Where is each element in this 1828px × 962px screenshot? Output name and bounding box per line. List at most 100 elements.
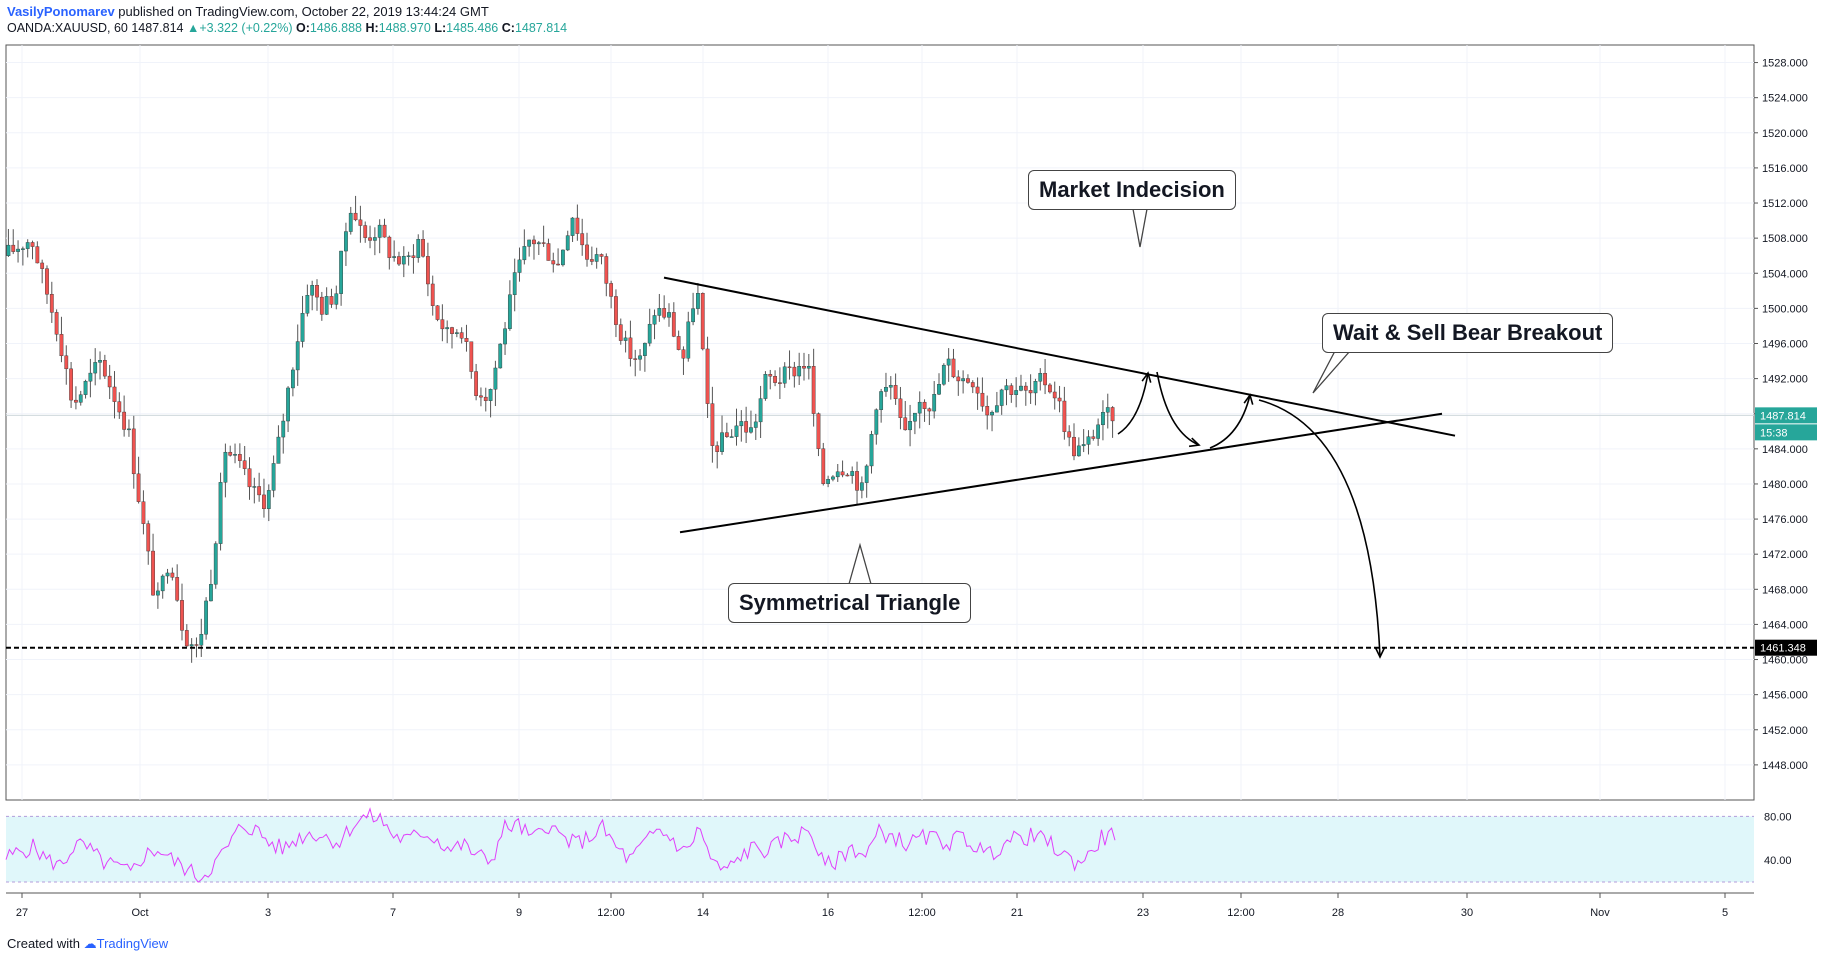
bull-candle	[753, 421, 758, 428]
arrow-head-icon[interactable]	[1374, 647, 1386, 659]
bull-candle	[686, 321, 691, 359]
bear-candle	[681, 349, 686, 359]
bull-candle	[826, 479, 830, 484]
bear-candle	[397, 256, 401, 265]
bear-candle	[426, 256, 430, 285]
bull-candle	[990, 411, 994, 416]
bear-candle	[585, 244, 589, 260]
bear-candle	[1057, 397, 1062, 402]
bear-candle	[541, 242, 546, 244]
price-tick-label: 1480.000	[1762, 479, 1808, 491]
last-price-label-bg	[1755, 407, 1817, 424]
arrow-head-icon[interactable]	[1188, 437, 1201, 448]
arrow-curve-3[interactable]	[1209, 394, 1251, 449]
arrow-curve-4[interactable]	[1258, 399, 1381, 658]
bull-candle	[739, 421, 744, 427]
bear-candle	[170, 572, 175, 578]
bear-candle	[951, 358, 956, 378]
bull-candle	[782, 366, 787, 384]
triangle-lower-trendline[interactable]	[679, 412, 1443, 534]
bear-candle	[840, 471, 845, 476]
bear-candle	[816, 413, 821, 449]
time-axis[interactable]: 27 Oct 3 7 9 12:00 14 16 12:00 21 23 12:00 28 30 Nov 5	[16, 893, 1728, 919]
arrow-curve-2[interactable]	[1156, 371, 1200, 446]
arrow-head-icon[interactable]	[1243, 393, 1254, 405]
bear-candle	[1023, 385, 1028, 391]
tradingview-logo-icon[interactable]: ☁	[83, 936, 97, 951]
bull-candle	[908, 421, 912, 431]
bear-candle	[435, 305, 440, 320]
tradingview-brand[interactable]: TradingView	[96, 936, 169, 951]
bear-candle	[1052, 391, 1057, 399]
bull-candle	[561, 249, 565, 266]
wait-sell-callout[interactable]: Wait & Sell Bear Breakout	[1322, 313, 1614, 353]
bear-candle	[551, 260, 556, 265]
bull-candle	[806, 366, 811, 369]
price-tick-label: 1456.000	[1762, 690, 1808, 702]
time-tick-label: Oct	[131, 907, 148, 919]
bear-candle	[580, 233, 585, 246]
bull-candle	[20, 248, 25, 250]
bear-candle	[821, 448, 826, 484]
time-tick-label: 27	[16, 907, 28, 919]
bear-candle	[893, 385, 898, 400]
up-arrow-icon: ▲	[186, 21, 200, 35]
bear-candle	[469, 341, 474, 372]
bear-candle	[107, 375, 112, 388]
bull-candle	[652, 315, 657, 325]
bull-candle	[527, 239, 532, 247]
bull-candle	[874, 409, 879, 435]
close-label: C:	[501, 21, 515, 35]
bull-candle	[233, 454, 237, 456]
last-price-label: 1487.814	[1760, 410, 1806, 422]
bear-candle	[194, 644, 199, 646]
bull-candle	[913, 412, 917, 422]
bull-candle	[503, 328, 507, 345]
price-tick-label: 1528.000	[1762, 58, 1808, 70]
bull-candle	[1096, 424, 1101, 439]
bear-candle	[985, 406, 990, 416]
author-link[interactable]: VasilyPonomarev	[7, 4, 115, 19]
triangle-upper-trendline[interactable]	[663, 276, 1456, 437]
bull-candle	[864, 465, 869, 483]
price-tick-label: 1476.000	[1762, 514, 1808, 526]
drawings[interactable]	[6, 208, 1754, 659]
bear-candle	[715, 445, 720, 452]
bear-candle	[228, 451, 233, 456]
time-tick-label: 5	[1722, 907, 1728, 919]
rsi-pane[interactable]: 80.00 40.00	[5, 807, 1792, 883]
price-tick-label: 1484.000	[1762, 444, 1808, 456]
arrow-curve-1[interactable]	[1117, 372, 1149, 435]
symbol-name[interactable]: OANDA:XAUUSD, 60	[7, 21, 128, 35]
bear-candle	[49, 294, 54, 313]
bull-candle	[98, 360, 102, 363]
bear-candle	[353, 212, 358, 221]
bull-candle	[565, 235, 570, 251]
bull-candle	[252, 486, 257, 488]
bull-candle	[339, 250, 343, 294]
bear-candle	[382, 224, 387, 238]
bear-candle	[599, 254, 604, 257]
bear-candle	[768, 374, 773, 377]
bear-candle	[474, 371, 479, 396]
bull-candle	[507, 294, 512, 329]
arrow-head-icon[interactable]	[1141, 371, 1152, 383]
bear-candle	[1028, 390, 1033, 394]
bull-candle	[888, 385, 893, 388]
bear-candle	[131, 428, 136, 475]
symmetrical-triangle-callout[interactable]: Symmetrical Triangle	[728, 583, 972, 623]
bull-candle	[1004, 385, 1009, 391]
bear-candle	[956, 376, 961, 382]
bull-candle	[657, 308, 662, 316]
candles[interactable]	[6, 195, 1115, 663]
bear-candle	[30, 242, 35, 247]
bear-candle	[1062, 400, 1067, 432]
bull-candle	[667, 312, 671, 318]
rsi-line[interactable]	[5, 807, 1116, 883]
bull-candle	[879, 391, 884, 410]
publish-line: VasilyPonomarev published on TradingView…	[7, 4, 489, 19]
bull-candle	[638, 355, 642, 360]
market-indecision-callout[interactable]: Market Indecision	[1028, 170, 1236, 210]
bull-candle	[850, 471, 855, 476]
